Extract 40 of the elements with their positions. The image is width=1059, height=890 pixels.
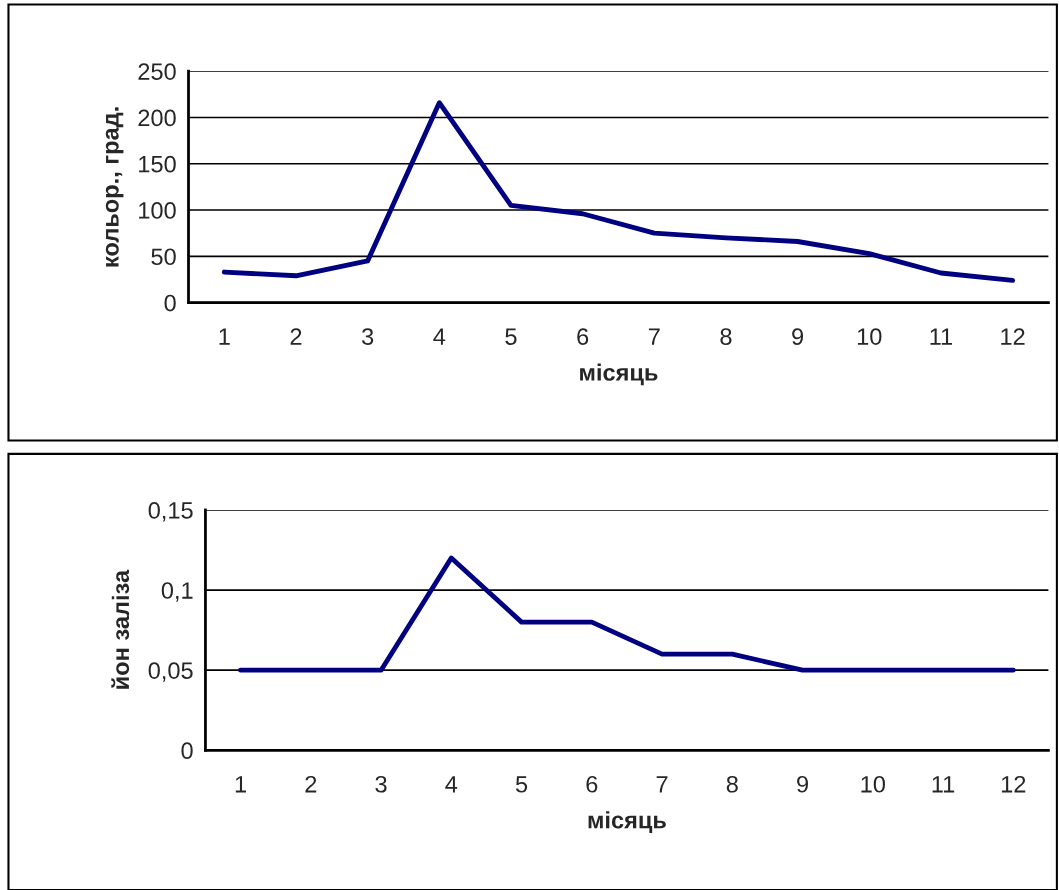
y-tick-label: 200 [138, 109, 176, 127]
x-tick-label: 1 [235, 776, 246, 793]
x-tick-label: 4 [445, 776, 458, 793]
x-tick-label: 5 [505, 328, 517, 345]
y-tick-label: 50 [151, 248, 176, 266]
x-tick-label: 6 [577, 328, 589, 345]
x-tick-label: 10 [861, 775, 885, 793]
y-tick-label: 0 [164, 294, 176, 312]
y-tick-label: 0,1 [161, 582, 193, 602]
x-tick-label: 11 [932, 776, 955, 793]
y-axis-title: йон заліза [111, 569, 130, 689]
x-tick-label: 4 [433, 328, 446, 345]
x-tick-label: 11 [930, 328, 953, 345]
y-tick-label: 100 [139, 202, 176, 219]
y-tick-label: 250 [138, 63, 176, 80]
x-tick-label: 3 [375, 775, 387, 793]
x-tick-label: 8 [720, 328, 732, 345]
line-series [238, 555, 1016, 673]
y-tick-label: 0,05 [148, 662, 193, 682]
y-axis-title: кольор., град. [105, 107, 124, 267]
x-tick-label: 7 [656, 776, 668, 793]
x-tick-label: 1 [219, 328, 230, 345]
x-tick-label: 12 [1001, 328, 1025, 345]
x-tick-label: 6 [586, 775, 598, 793]
y-tick-label: 0,15 [148, 502, 193, 522]
x-tick-label: 12 [1001, 775, 1026, 793]
x-axis-title: місяць [580, 363, 658, 386]
x-tick-label: 9 [797, 775, 808, 793]
x-tick-label: 8 [726, 775, 738, 793]
x-axis-title: місяць [588, 811, 666, 833]
x-tick-label: 2 [290, 328, 302, 345]
x-tick-label: 7 [648, 328, 660, 345]
x-tick-label: 3 [361, 328, 374, 345]
y-tick-label: 0 [181, 742, 193, 760]
x-tick-label: 2 [305, 775, 317, 793]
x-tick-label: 5 [515, 776, 528, 793]
line-series [221, 100, 1016, 283]
x-tick-label: 9 [792, 328, 804, 345]
x-tick-label: 10 [857, 328, 882, 345]
y-tick-label: 150 [139, 155, 176, 173]
